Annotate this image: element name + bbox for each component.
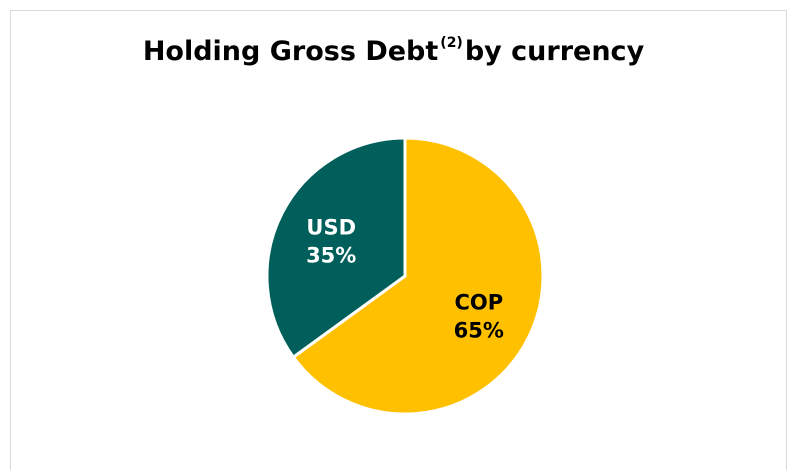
slice-value-usd: 35%: [306, 243, 356, 267]
slice-label-cop: COP: [454, 291, 503, 315]
chart-title-superscript: (2): [440, 35, 463, 51]
chart-title: Holding Gross Debt (2)by currency: [0, 35, 787, 67]
slice-label-usd: USD: [306, 215, 356, 239]
chart-title-main: Holding Gross Debt: [142, 36, 439, 67]
pie-chart: COP 65% USD 35%: [265, 136, 545, 416]
chart-title-suffix: by currency: [464, 36, 645, 67]
slice-value-cop: 65%: [454, 319, 504, 343]
pie-slice-cop: [291, 136, 545, 416]
pie-slice-usd: [265, 136, 407, 359]
